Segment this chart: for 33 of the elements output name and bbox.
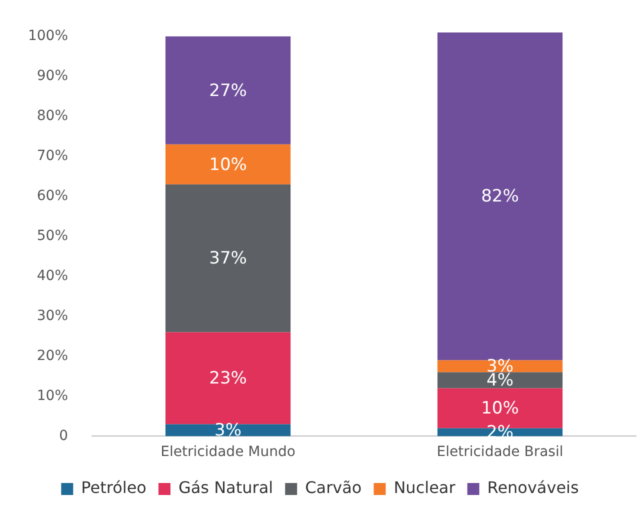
y-tick-label: 30%: [36, 308, 68, 324]
y-tick-label: 0: [59, 428, 68, 444]
data-label: 82%: [481, 186, 519, 207]
bar: [165, 144, 291, 184]
x-tick-label: Eletricidade Mundo: [160, 444, 296, 460]
bar: [165, 184, 291, 332]
legend-label: Renováveis: [487, 478, 579, 498]
y-tick-label: 60%: [36, 188, 68, 204]
bar: [437, 372, 563, 388]
data-label: 23%: [209, 368, 247, 389]
y-tick-label: 20%: [36, 348, 68, 364]
y-tick-label: 80%: [36, 108, 68, 124]
x-tick-label: Eletricidade Brasil: [436, 444, 564, 460]
data-label: 27%: [209, 80, 247, 101]
data-label: 37%: [209, 248, 247, 269]
data-label: 3%: [214, 420, 242, 441]
legend-label: Carvão: [305, 478, 362, 498]
y-tick-label: 100%: [28, 28, 68, 44]
y-tick-label: 70%: [36, 148, 68, 164]
data-label: 10%: [481, 398, 519, 419]
y-tick-label: 50%: [36, 228, 68, 244]
y-tick-label: 40%: [36, 268, 68, 284]
y-tick-label: 90%: [36, 68, 68, 84]
y-tick-label: 10%: [36, 388, 68, 404]
legend-label: Gás Natural: [178, 478, 274, 498]
bar: [437, 360, 563, 372]
bar: [437, 32, 563, 360]
legend-label: Petróleo: [81, 478, 146, 498]
bar: [165, 424, 291, 436]
bar: [165, 332, 291, 424]
data-label: 10%: [209, 154, 247, 175]
bar: [165, 36, 291, 144]
legend-label: Nuclear: [394, 478, 456, 498]
